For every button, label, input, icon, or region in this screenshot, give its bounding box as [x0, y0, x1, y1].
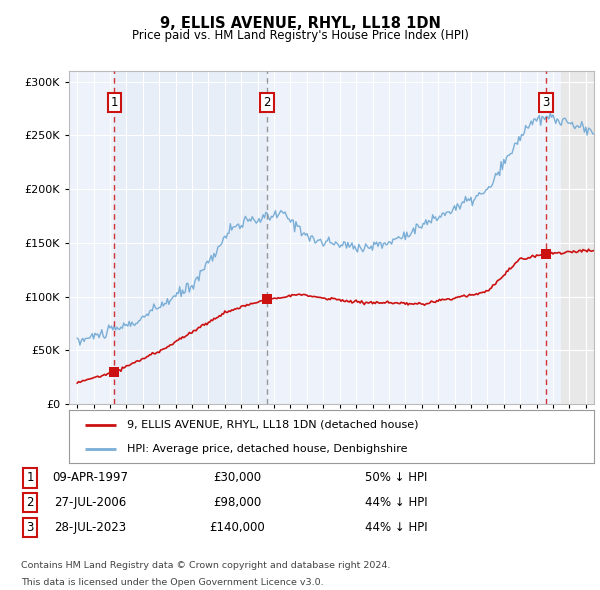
Text: 50% ↓ HPI: 50% ↓ HPI: [365, 471, 427, 484]
Bar: [115, 71, 267, 404]
Text: £30,000: £30,000: [213, 471, 261, 484]
Text: 09-APR-1997: 09-APR-1997: [52, 471, 128, 484]
Text: 27-JUL-2006: 27-JUL-2006: [54, 496, 126, 509]
Text: 3: 3: [26, 521, 34, 534]
Text: 28-JUL-2023: 28-JUL-2023: [54, 521, 126, 534]
Bar: [561, 71, 594, 404]
Text: Price paid vs. HM Land Registry's House Price Index (HPI): Price paid vs. HM Land Registry's House …: [131, 29, 469, 42]
Text: 44% ↓ HPI: 44% ↓ HPI: [365, 496, 427, 509]
Text: HPI: Average price, detached house, Denbighshire: HPI: Average price, detached house, Denb…: [127, 444, 407, 454]
Text: 2: 2: [26, 496, 34, 509]
Text: 1: 1: [26, 471, 34, 484]
Text: 9, ELLIS AVENUE, RHYL, LL18 1DN (detached house): 9, ELLIS AVENUE, RHYL, LL18 1DN (detache…: [127, 420, 418, 430]
Text: 2: 2: [263, 96, 271, 109]
Text: This data is licensed under the Open Government Licence v3.0.: This data is licensed under the Open Gov…: [21, 578, 323, 588]
Text: £140,000: £140,000: [209, 521, 265, 534]
Text: Contains HM Land Registry data © Crown copyright and database right 2024.: Contains HM Land Registry data © Crown c…: [21, 560, 391, 570]
Text: £98,000: £98,000: [213, 496, 261, 509]
Text: 9, ELLIS AVENUE, RHYL, LL18 1DN: 9, ELLIS AVENUE, RHYL, LL18 1DN: [160, 15, 440, 31]
Text: 1: 1: [110, 96, 118, 109]
Text: 3: 3: [542, 96, 550, 109]
Text: 44% ↓ HPI: 44% ↓ HPI: [365, 521, 427, 534]
